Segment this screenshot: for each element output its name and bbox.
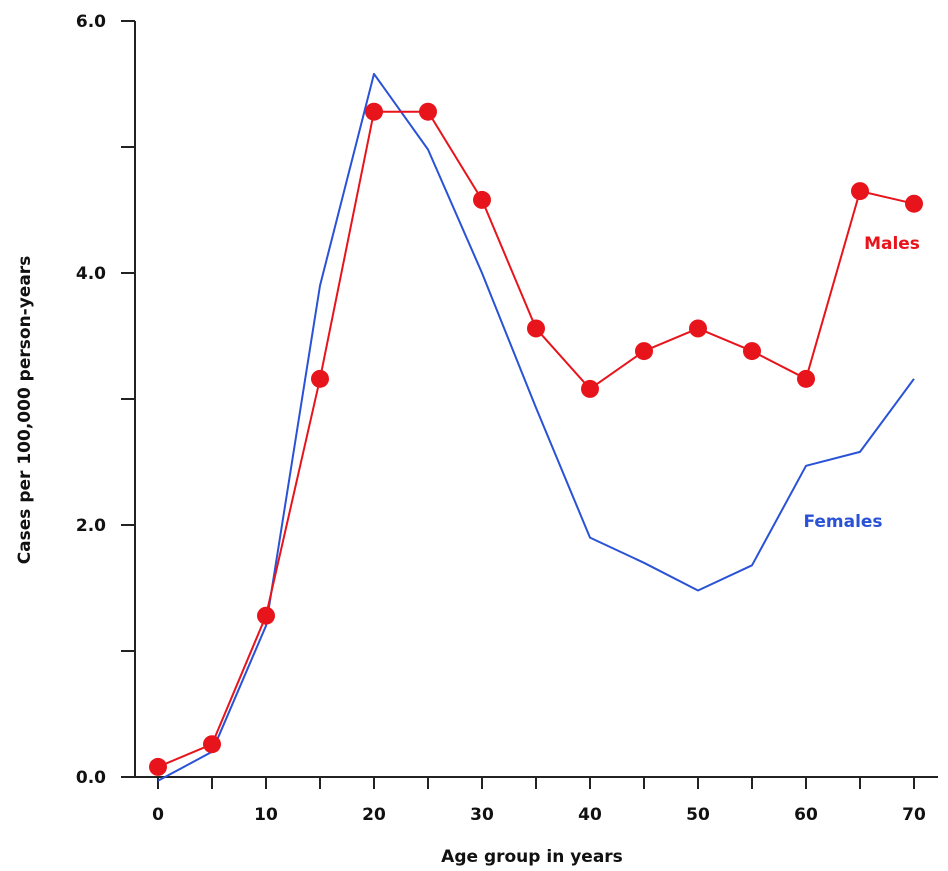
y-tick-label: 4.0 [76,264,106,284]
y-tick-label: 2.0 [76,516,106,536]
x-tick-label: 50 [686,805,710,825]
x-tick-label: 40 [578,805,602,825]
males-point [851,182,869,201]
males-point [203,735,221,754]
males-series-label: Males [864,234,920,254]
males-point [149,757,167,776]
x-tick-label: 0 [152,805,164,825]
males-point [905,194,923,213]
x-tick-label: 70 [902,805,926,825]
males-point [419,102,437,121]
males-point [743,342,761,361]
males-point [473,190,491,209]
x-tick-label: 10 [254,805,278,825]
males-point [311,369,329,388]
x-axis-title: Age group in years [441,847,623,867]
males-point [635,342,653,361]
y-tick-label: 0.0 [76,768,106,788]
x-tick-label: 60 [794,805,818,825]
males-point [581,379,599,398]
y-tick-label: 6.0 [76,12,106,32]
males-point [797,369,815,388]
axes: 0.0 2.0 4.0 6.0 0 10 20 30 40 50 60 70 [76,12,938,825]
females-series-label: Females [803,512,882,532]
males-point [689,319,707,338]
x-tick-label: 30 [470,805,494,825]
series-layer: Males Females [149,72,923,782]
females-line [157,72,915,782]
males-point [257,606,275,625]
x-tick-label: 20 [362,805,386,825]
y-axis-title: Cases per 100,000 person-years [15,256,35,565]
males-point [527,319,545,338]
males-point [365,102,383,121]
males-line [157,110,915,768]
